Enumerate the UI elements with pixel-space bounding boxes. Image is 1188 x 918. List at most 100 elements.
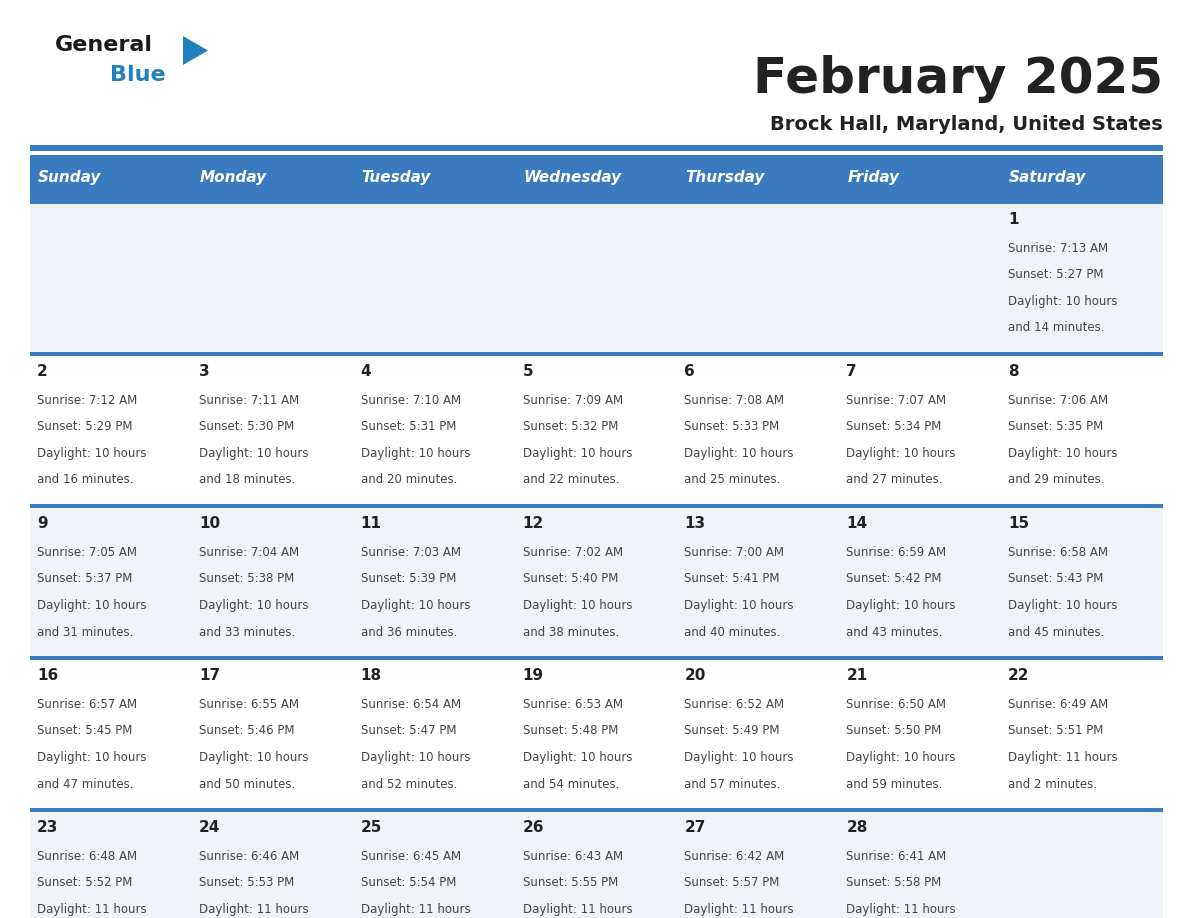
- Text: General: General: [55, 35, 153, 55]
- Text: and 52 minutes.: and 52 minutes.: [361, 778, 457, 790]
- Text: Wednesday: Wednesday: [524, 170, 621, 185]
- Text: Sunrise: 6:48 AM: Sunrise: 6:48 AM: [37, 850, 137, 863]
- Text: Sunrise: 6:42 AM: Sunrise: 6:42 AM: [684, 850, 785, 863]
- Text: 12: 12: [523, 516, 544, 531]
- Text: Daylight: 10 hours: Daylight: 10 hours: [37, 751, 146, 764]
- Text: and 40 minutes.: and 40 minutes.: [684, 625, 781, 639]
- Text: Sunset: 5:50 PM: Sunset: 5:50 PM: [846, 724, 942, 737]
- Text: Daylight: 11 hours: Daylight: 11 hours: [37, 903, 146, 916]
- Text: 24: 24: [198, 820, 220, 835]
- Text: Sunrise: 6:49 AM: Sunrise: 6:49 AM: [1009, 698, 1108, 711]
- Text: Sunrise: 6:52 AM: Sunrise: 6:52 AM: [684, 698, 784, 711]
- Text: Sunset: 5:40 PM: Sunset: 5:40 PM: [523, 573, 618, 586]
- Text: and 33 minutes.: and 33 minutes.: [198, 625, 295, 639]
- Text: Sunset: 5:39 PM: Sunset: 5:39 PM: [361, 573, 456, 586]
- Text: and 27 minutes.: and 27 minutes.: [846, 474, 943, 487]
- Bar: [30, 155, 1163, 200]
- Text: Sunday: Sunday: [38, 170, 101, 185]
- Text: February 2025: February 2025: [753, 55, 1163, 103]
- Text: Friday: Friday: [847, 170, 899, 185]
- Text: Daylight: 10 hours: Daylight: 10 hours: [1009, 295, 1118, 308]
- Text: Tuesday: Tuesday: [361, 170, 431, 185]
- Text: and 18 minutes.: and 18 minutes.: [198, 474, 296, 487]
- Text: Sunset: 5:53 PM: Sunset: 5:53 PM: [198, 877, 295, 890]
- Text: Sunset: 5:32 PM: Sunset: 5:32 PM: [523, 420, 618, 433]
- Polygon shape: [183, 36, 208, 65]
- Text: Daylight: 10 hours: Daylight: 10 hours: [198, 447, 309, 460]
- Text: Daylight: 10 hours: Daylight: 10 hours: [523, 447, 632, 460]
- Text: 19: 19: [523, 668, 544, 683]
- Text: 9: 9: [37, 516, 48, 531]
- Text: and 14 minutes.: and 14 minutes.: [1009, 321, 1105, 334]
- Bar: [30, 200, 1163, 204]
- Bar: [30, 204, 1163, 352]
- Text: Daylight: 10 hours: Daylight: 10 hours: [198, 599, 309, 612]
- Text: Sunset: 5:35 PM: Sunset: 5:35 PM: [1009, 420, 1104, 433]
- Text: 28: 28: [846, 820, 867, 835]
- Text: 22: 22: [1009, 668, 1030, 683]
- Text: and 50 minutes.: and 50 minutes.: [198, 778, 295, 790]
- Text: Daylight: 10 hours: Daylight: 10 hours: [37, 447, 146, 460]
- Text: Sunrise: 7:00 AM: Sunrise: 7:00 AM: [684, 546, 784, 559]
- Text: 4: 4: [361, 364, 372, 379]
- Text: and 45 minutes.: and 45 minutes.: [1009, 625, 1105, 639]
- Text: Daylight: 11 hours: Daylight: 11 hours: [846, 903, 956, 916]
- Text: Daylight: 10 hours: Daylight: 10 hours: [198, 751, 309, 764]
- Text: Sunset: 5:58 PM: Sunset: 5:58 PM: [846, 877, 942, 890]
- Bar: [30, 145, 1163, 151]
- Text: 21: 21: [846, 668, 867, 683]
- Text: Sunset: 5:34 PM: Sunset: 5:34 PM: [846, 420, 942, 433]
- Text: Sunset: 5:42 PM: Sunset: 5:42 PM: [846, 573, 942, 586]
- Text: 26: 26: [523, 820, 544, 835]
- Text: Sunrise: 7:08 AM: Sunrise: 7:08 AM: [684, 394, 784, 407]
- Text: Sunrise: 6:58 AM: Sunrise: 6:58 AM: [1009, 546, 1108, 559]
- Text: Daylight: 10 hours: Daylight: 10 hours: [684, 447, 794, 460]
- Text: Daylight: 10 hours: Daylight: 10 hours: [846, 447, 956, 460]
- Text: Brock Hall, Maryland, United States: Brock Hall, Maryland, United States: [770, 115, 1163, 134]
- Text: Blue: Blue: [110, 65, 165, 85]
- Text: and 20 minutes.: and 20 minutes.: [361, 474, 457, 487]
- Text: Sunrise: 6:46 AM: Sunrise: 6:46 AM: [198, 850, 299, 863]
- Text: Sunrise: 7:09 AM: Sunrise: 7:09 AM: [523, 394, 623, 407]
- Text: Sunset: 5:45 PM: Sunset: 5:45 PM: [37, 724, 132, 737]
- Text: Sunrise: 7:07 AM: Sunrise: 7:07 AM: [846, 394, 947, 407]
- Text: Sunrise: 6:53 AM: Sunrise: 6:53 AM: [523, 698, 623, 711]
- Text: Daylight: 11 hours: Daylight: 11 hours: [198, 903, 309, 916]
- Text: Sunrise: 6:43 AM: Sunrise: 6:43 AM: [523, 850, 623, 863]
- Text: Sunset: 5:27 PM: Sunset: 5:27 PM: [1009, 268, 1104, 282]
- Text: 14: 14: [846, 516, 867, 531]
- Text: and 29 minutes.: and 29 minutes.: [1009, 474, 1105, 487]
- Text: Sunrise: 7:12 AM: Sunrise: 7:12 AM: [37, 394, 138, 407]
- Text: and 54 minutes.: and 54 minutes.: [523, 778, 619, 790]
- Text: Sunrise: 6:59 AM: Sunrise: 6:59 AM: [846, 546, 947, 559]
- Text: Daylight: 10 hours: Daylight: 10 hours: [523, 599, 632, 612]
- Text: Sunrise: 6:54 AM: Sunrise: 6:54 AM: [361, 698, 461, 711]
- Text: 23: 23: [37, 820, 58, 835]
- Text: Daylight: 10 hours: Daylight: 10 hours: [361, 751, 470, 764]
- Text: Sunrise: 6:45 AM: Sunrise: 6:45 AM: [361, 850, 461, 863]
- Text: Sunset: 5:55 PM: Sunset: 5:55 PM: [523, 877, 618, 890]
- Text: Sunset: 5:29 PM: Sunset: 5:29 PM: [37, 420, 133, 433]
- Text: Sunrise: 7:05 AM: Sunrise: 7:05 AM: [37, 546, 137, 559]
- Bar: [30, 660, 1163, 808]
- Text: and 25 minutes.: and 25 minutes.: [684, 474, 781, 487]
- Text: Daylight: 10 hours: Daylight: 10 hours: [361, 599, 470, 612]
- Bar: [30, 356, 1163, 504]
- Text: and 59 minutes.: and 59 minutes.: [846, 778, 942, 790]
- Text: Sunset: 5:43 PM: Sunset: 5:43 PM: [1009, 573, 1104, 586]
- Text: 13: 13: [684, 516, 706, 531]
- Text: Sunrise: 6:41 AM: Sunrise: 6:41 AM: [846, 850, 947, 863]
- Text: 17: 17: [198, 668, 220, 683]
- Text: Daylight: 10 hours: Daylight: 10 hours: [1009, 599, 1118, 612]
- Text: Sunset: 5:49 PM: Sunset: 5:49 PM: [684, 724, 781, 737]
- Text: 7: 7: [846, 364, 857, 379]
- Text: and 38 minutes.: and 38 minutes.: [523, 625, 619, 639]
- Text: Daylight: 10 hours: Daylight: 10 hours: [684, 751, 794, 764]
- Text: Sunset: 5:52 PM: Sunset: 5:52 PM: [37, 877, 132, 890]
- Text: 15: 15: [1009, 516, 1029, 531]
- Text: 20: 20: [684, 668, 706, 683]
- Text: and 47 minutes.: and 47 minutes.: [37, 778, 133, 790]
- Text: Sunrise: 7:06 AM: Sunrise: 7:06 AM: [1009, 394, 1108, 407]
- Text: 25: 25: [361, 820, 383, 835]
- Text: 1: 1: [1009, 212, 1018, 227]
